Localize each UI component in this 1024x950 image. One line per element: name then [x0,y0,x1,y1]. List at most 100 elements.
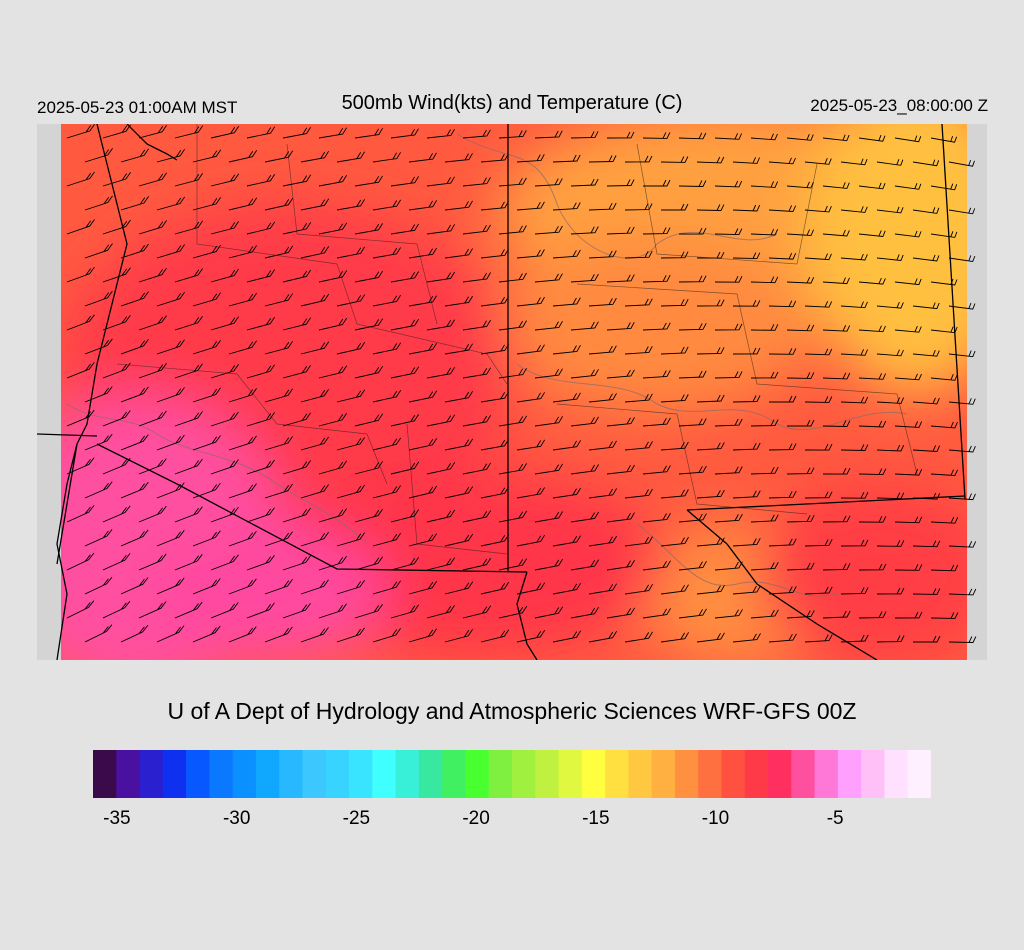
map-canvas [37,124,987,660]
wind-barb [246,459,275,475]
wind-barb [732,490,761,499]
wind-barb [714,513,743,523]
wind-barb [804,158,832,165]
wind-barb [408,342,437,355]
wind-barb [912,159,940,167]
wind-barb [462,177,491,187]
outside-domain-west [37,124,61,660]
wind-barb [228,340,257,355]
wind-barb [282,317,311,331]
wind-barb [948,493,976,501]
wind-barb [894,230,922,238]
wind-barb [336,579,365,595]
wind-barb [858,420,887,428]
wind-barb [696,204,725,211]
wind-barb [408,533,437,547]
wind-barb [624,393,653,403]
wind-barb [192,339,221,355]
wind-barb [768,348,797,355]
wind-barb [318,603,347,619]
wind-barb [264,340,293,355]
wind-barb [66,505,95,523]
wind-barb [426,366,455,379]
wind-barb [786,372,815,379]
wind-barb [786,514,815,523]
wind-barb [156,530,185,547]
contour-line [636,523,838,597]
wind-barb [426,509,456,523]
wind-barb [354,461,383,475]
wind-barb [732,537,761,547]
wind-barb [696,632,725,643]
wind-barb [660,441,689,451]
wind-barb [696,442,725,451]
wind-barb [498,558,528,571]
wind-barb [516,534,545,547]
wind-barb [336,437,365,451]
wind-barb [120,339,149,355]
wind-barb [912,254,940,262]
wind-barb [714,371,743,379]
wind-barb [822,277,850,285]
colorbar-tick-label: -10 [701,808,730,829]
wind-barbs [66,124,977,643]
border-river-se [686,509,878,660]
wind-barb [354,413,384,427]
wind-barb [372,580,401,595]
wind-barb [390,223,419,235]
wind-barb [642,465,671,475]
wind-barb [174,268,203,283]
wind-barb [786,324,815,332]
wind-barb [174,173,203,187]
wind-barb [552,392,581,403]
colorbar-cell [372,750,397,798]
wind-barb [588,202,617,211]
wind-barb [408,200,437,211]
wind-barb [732,252,761,260]
wind-barb [282,222,312,235]
wind-barb [678,132,707,140]
wind-barb [840,587,869,595]
wind-barb [787,419,815,427]
wind-barb [570,511,599,523]
wind-barb [102,410,131,427]
wind-barb [210,173,240,187]
wind-barb [372,532,401,547]
wind-barb [444,438,474,451]
wind-barb [138,315,167,331]
wind-barb [246,269,275,283]
wind-barb [372,437,402,451]
wind-barb [102,267,131,283]
wind-barb [408,295,437,307]
colorbar-tick-label: -20 [462,808,490,829]
wind-barb [570,131,599,139]
wind-barb [282,269,312,283]
wind-barb [876,397,905,404]
wind-barb [822,325,851,332]
wind-barb [462,510,492,523]
wind-barb [102,553,131,571]
wind-barb [66,600,95,619]
wind-barb [876,444,905,452]
wind-barb [354,508,383,523]
wind-barb [768,538,797,547]
wind-barb [408,247,437,259]
colorbar-cell [139,750,164,798]
wind-barb [516,296,545,307]
wind-barb [336,341,366,355]
wind-barb [606,226,635,235]
wind-barb [84,290,113,307]
wind-barb [750,466,779,475]
wind-barb [858,373,887,380]
wind-barb [372,294,401,307]
wind-barb [948,588,977,596]
wind-barb [606,512,635,523]
wind-barb [408,152,437,163]
wind-barb [300,579,329,595]
wind-barb [480,581,510,595]
wind-barb [354,318,384,331]
wind-barb [948,255,976,262]
wind-barb [786,134,814,141]
wind-barb [804,396,833,403]
wind-barb [588,155,617,163]
